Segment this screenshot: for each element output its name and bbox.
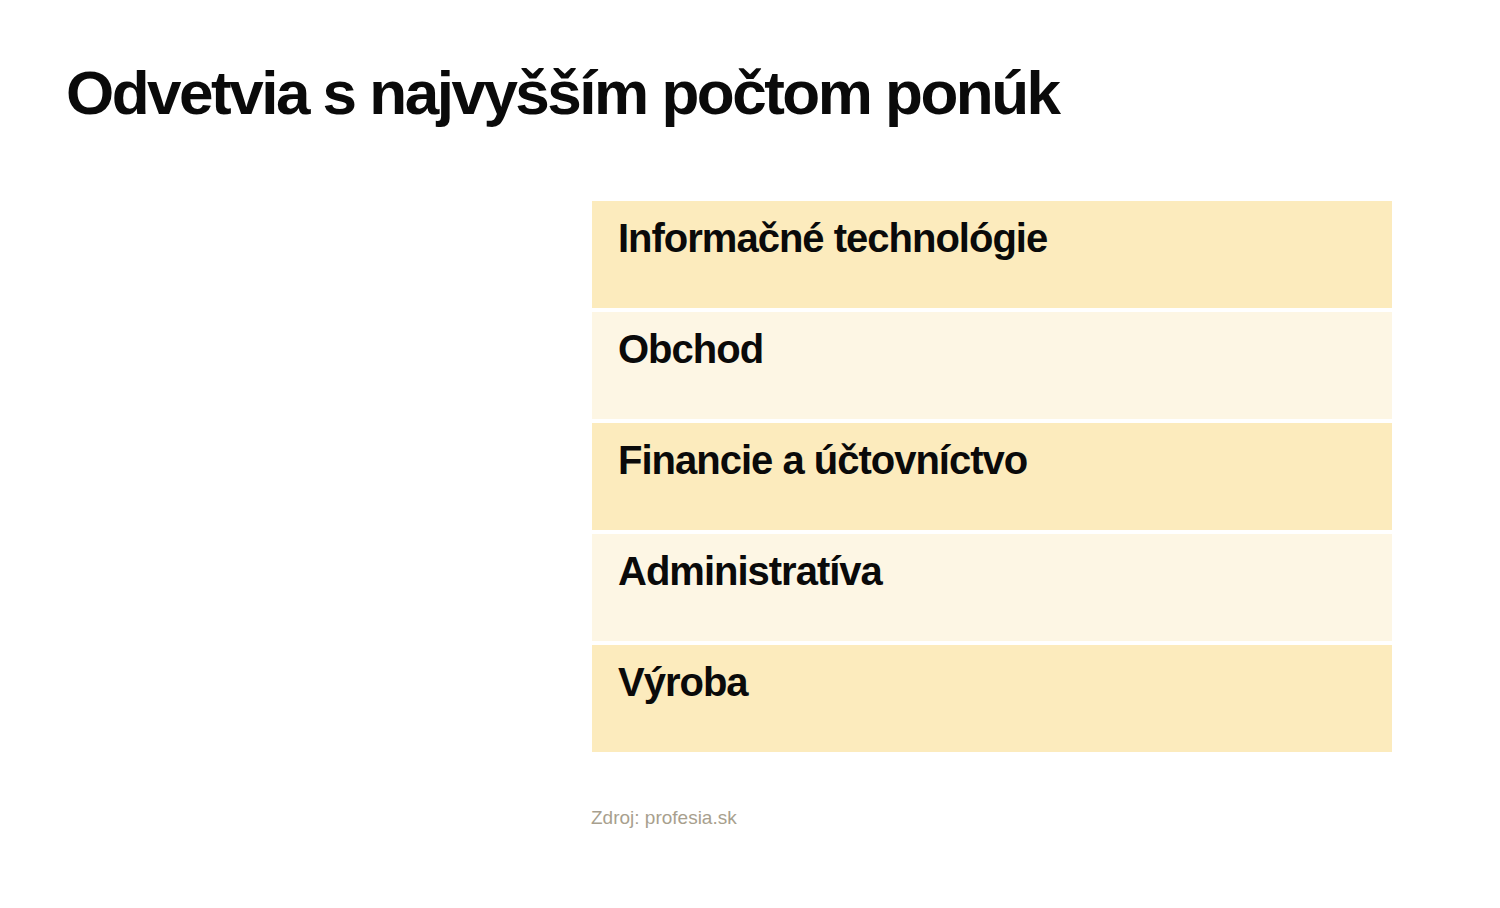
slide: Odvetvia s najvyšším počtom ponúk Inform… bbox=[0, 0, 1500, 908]
table-row: Financie a účtovníctvo bbox=[592, 423, 1392, 530]
industry-label: Financie a účtovníctvo bbox=[618, 438, 1027, 482]
industry-label: Obchod bbox=[618, 327, 763, 371]
table-row: Informačné technológie bbox=[592, 201, 1392, 308]
industry-label: Administratíva bbox=[618, 549, 882, 593]
industry-table: Informačné technológie Obchod Financie a… bbox=[592, 201, 1392, 752]
industry-label: Výroba bbox=[618, 660, 748, 704]
page-title: Odvetvia s najvyšším počtom ponúk bbox=[66, 56, 1058, 130]
table-row: Obchod bbox=[592, 312, 1392, 419]
source-attribution: Zdroj: profesia.sk bbox=[591, 806, 737, 831]
table-row: Administratíva bbox=[592, 534, 1392, 641]
table-row: Výroba bbox=[592, 645, 1392, 752]
industry-label: Informačné technológie bbox=[618, 216, 1047, 260]
